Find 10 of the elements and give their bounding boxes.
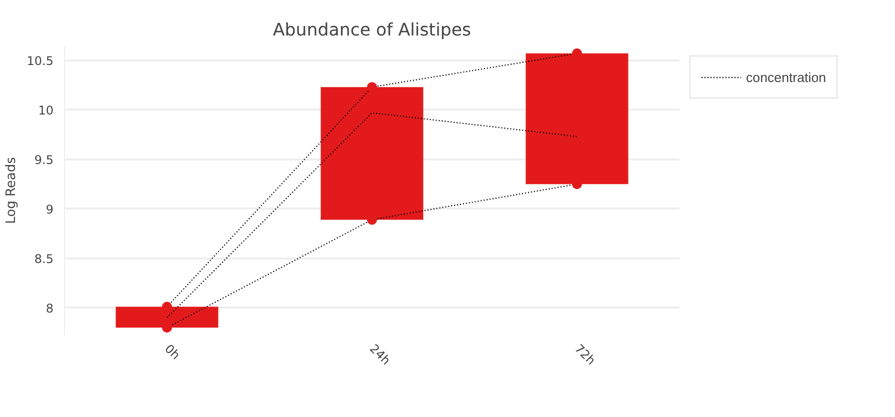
x-tick-label: 0h (162, 342, 183, 362)
y-tick-label: 8.5 (34, 252, 54, 266)
y-tick-label: 9.5 (34, 152, 54, 167)
y-tick-label: 10.5 (26, 54, 54, 68)
legend-label: concentration (746, 70, 826, 84)
y-tick-label: 9 (46, 202, 54, 216)
y-tick-label: 10 (38, 103, 54, 118)
y-axis-title: Log Reads (4, 156, 19, 224)
y-tick-label: 8 (46, 301, 54, 316)
chart-title: Abundance of Alistipes (272, 20, 472, 40)
